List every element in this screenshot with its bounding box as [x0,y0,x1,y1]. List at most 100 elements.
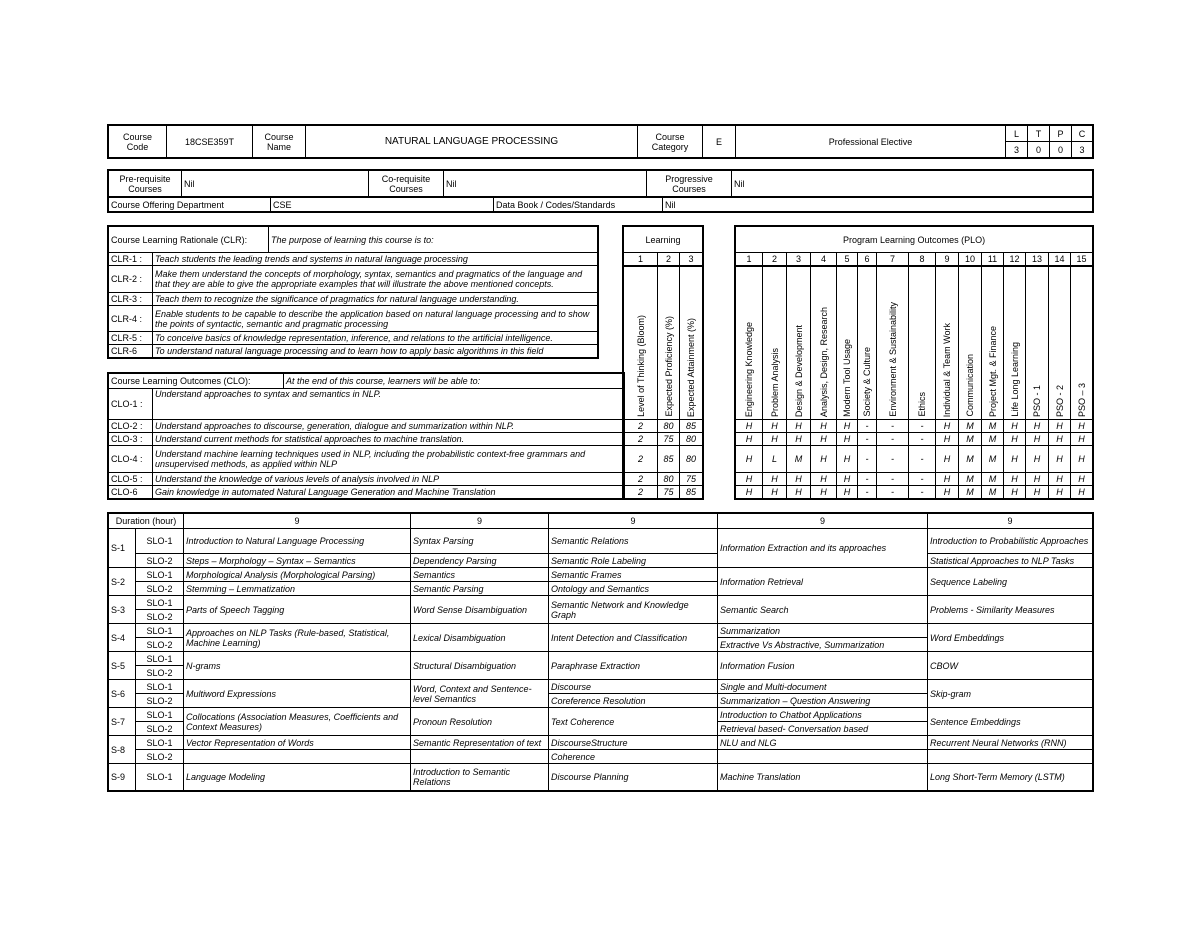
session-row: S-6 SLO-1 Multiword Expressions Word, Conte… [108,679,1093,708]
plo-value-cell: H [1069,419,1094,433]
topic-cell: Single and Multi-document [717,679,928,694]
session-row: S-4 SLO-1 Approaches on NLP Tasks (Rule-ba… [108,623,1093,652]
learning-value-cell: 85 [679,419,703,433]
topic-cell [410,749,549,764]
plo-value-cell: - [857,445,877,473]
topic-cell: Discourse Planning [548,763,718,791]
unit-duration: 9 [410,513,549,529]
topic-cell: Lexical Disambiguation [410,623,549,652]
session-row: S-7 SLO-1 Collocations (Association Measur… [108,707,1093,736]
clr-row: CLR-2 : Make them understand the concepts… [108,265,599,293]
topic-cell: Steps – Morphology – Syntax – Semantics [183,553,411,568]
plo-value-cell: H [836,419,858,433]
topic-cell [717,749,928,764]
category-code: E [702,125,736,158]
slo-label: SLO-2 [135,693,184,708]
course-header-table: Course Code 18CSE359T Course Name NATURA… [107,124,1094,159]
learning-value-row: 2 75 80 [623,432,703,446]
plo-value-cell: H [786,432,811,446]
plo-value-cell: L [762,445,787,473]
ltpc-label-p: P [1049,125,1072,142]
plo-value-cell: M [958,485,982,499]
slo-label: SLO-2 [135,609,184,624]
plo-column-number: 8 [908,252,936,267]
topic-cell [183,749,411,764]
prerequisite-value: Nil [181,170,369,197]
plo-value-cell: H [762,485,787,499]
plo-value-cell: H [786,472,811,486]
learning-column-header: Level of Thinking (Bloom) [623,265,658,420]
session-row: SLO-2 Stemming – Lemmatization Semantic Pa… [109,581,1093,596]
plo-value-cell: H [1048,445,1071,473]
topic-cell: Information Fusion [717,651,928,680]
topic-cell: Semantic Frames [548,567,718,582]
clo-table: Course Learning Outcomes (CLO): At the e… [107,372,625,500]
plo-column-number: 11 [981,252,1004,267]
session-label: S-5 [108,651,136,680]
clo-text: Gain knowledge in automated Natural Lang… [152,485,624,499]
slo-label: SLO-1 [135,763,184,791]
session-row: S-9 SLO-1 Language Modeling Introduction to… [108,763,1093,791]
slo-label: SLO-1 [135,528,184,554]
topic-cell: Statistical Approaches to NLP Tasks [927,553,1093,568]
clr-intro: The purpose of learning this course is t… [268,226,599,253]
plo-value-cell: H [1069,432,1094,446]
plo-value-cell: H [762,472,787,486]
learning-column-header-text: Expected Proficiency (%) [663,316,674,417]
plo-value-cell: - [876,485,909,499]
unit-duration: 9 [927,513,1093,529]
clr-table: Course Learning Rationale (CLR): The pur… [106,225,600,359]
progressive-value: Nil [731,170,1093,197]
plo-value-cell: H [1069,485,1094,499]
plo-value-cell: H [1003,445,1026,473]
plo-value-cell: H [810,485,837,499]
plo-column-header: Engineering Knowledge [735,265,763,420]
topic-cell: Problems - Similarity Measures [927,595,1093,624]
learning-value-cell: 80 [657,419,680,433]
topic-cell: Introduction to Chatbot Applications [717,707,928,722]
clo-label: CLO-6 [108,485,153,499]
plo-column-header-text: PSO - 2 [1054,384,1065,417]
plo-value-cell: H [836,445,858,473]
clo-label: CLO-2 : [108,419,153,433]
plo-column-header: Project Mgt. & Finance [981,265,1004,420]
plo-column-header-text: Communication [965,354,975,417]
plo-column-header-text: PSO – 3 [1076,382,1087,417]
topic-cell: Discourse [548,679,718,694]
topic-cell: Recurrent Neural Networks (RNN) [927,735,1093,750]
plo-column-number: 2 [762,252,787,267]
plo-value-cell: M [958,432,982,446]
learning-value-row: 2 75 85 [623,485,703,499]
clo-text: Understand current methods for statistic… [152,432,624,446]
plo-value-cell: H [735,445,763,473]
topic-cell: Semantic Relations [548,528,718,554]
clr-label: CLR-5 : [108,331,153,345]
plo-value-cell: M [958,445,982,473]
topic-cell: Paraphrase Extraction [548,651,718,680]
course-name-label: Course Name [252,125,306,158]
plo-value-cell: H [735,472,763,486]
plo-column-number: 12 [1003,252,1026,267]
progressive-label: Progressive Courses [646,170,732,197]
topic-cell: Machine Translation [717,763,928,791]
learning-value-row: 2 85 80 [623,445,703,473]
topic-cell: Introduction to Probabilistic Approaches [927,528,1093,554]
clr-text: Enable students to be capable to describ… [151,305,599,332]
corequisite-value: Nil [443,170,647,197]
topic-cell: Semantic Parsing [410,581,549,596]
topic-cell: Stemming – Lemmatization [183,581,411,596]
session-label: S-2 [108,567,136,596]
plo-column-header: Life Long Learning [1003,265,1026,420]
clo-label: CLO-1 : [108,388,153,420]
plo-column-header-text: Ethics [917,392,927,417]
plo-column-header: Environment & Sustainability [876,265,909,420]
plo-column-number: 1 [735,252,763,267]
plo-value-cell: H [1025,419,1049,433]
plo-value-cell: H [1003,485,1026,499]
plo-value-cell: H [1048,432,1071,446]
topic-cell: Language Modeling [183,763,411,791]
